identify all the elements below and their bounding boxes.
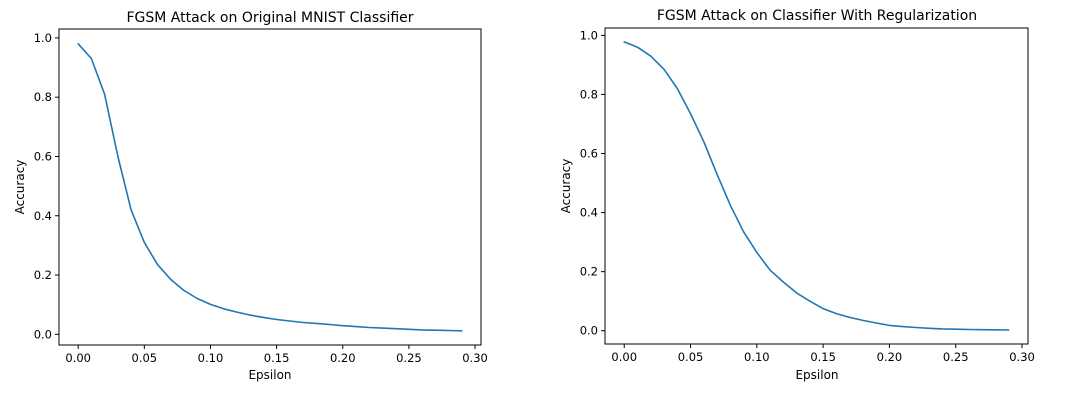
- y-tick-label: 0.4: [580, 206, 598, 220]
- y-tick-label: 0.2: [34, 268, 52, 282]
- x-axis-label: Epsilon: [795, 368, 838, 382]
- x-tick-label: 0.00: [611, 350, 637, 364]
- y-tick-label: 0.8: [580, 87, 598, 101]
- x-tick-label: 0.25: [943, 350, 969, 364]
- y-tick-label: 1.0: [34, 31, 52, 45]
- y-axis-label: Accuracy: [13, 160, 27, 215]
- x-tick-label: 0.05: [132, 351, 158, 365]
- x-axis-label: Epsilon: [248, 368, 291, 382]
- accuracy-line: [77, 42, 463, 332]
- x-tick-label: 0.10: [198, 351, 224, 365]
- y-tick-label: 0.0: [580, 324, 598, 338]
- y-tick-label: 0.2: [580, 265, 598, 279]
- accuracy-line: [623, 41, 1010, 331]
- x-tick-label: 0.25: [396, 351, 422, 365]
- x-tick-label: 0.15: [264, 351, 290, 365]
- x-tick-label: 0.20: [877, 350, 903, 364]
- x-axis: 0.00 0.05 0.10 0.15 0.20 0.25 0.30: [65, 345, 488, 365]
- x-tick-label: 0.30: [462, 351, 488, 365]
- x-tick-label: 0.20: [330, 351, 356, 365]
- y-tick-label: 1.0: [580, 28, 598, 42]
- x-tick-label: 0.15: [810, 350, 836, 364]
- x-tick-label: 0.00: [65, 351, 91, 365]
- chart-title: FGSM Attack on Original MNIST Classifier: [126, 10, 413, 26]
- x-axis: 0.00 0.05 0.10 0.15 0.20 0.25 0.30: [611, 344, 1035, 364]
- y-axis: 0.0 0.2 0.4 0.6 0.8 1.0: [580, 28, 605, 338]
- chart-title: FGSM Attack on Classifier With Regulariz…: [657, 8, 977, 24]
- y-axis: 0.0 0.2 0.4 0.6 0.8 1.0: [34, 31, 59, 341]
- series-group: [77, 42, 463, 332]
- y-tick-label: 0.0: [34, 327, 52, 341]
- plot-area-frame: [604, 27, 1029, 345]
- plot-area-frame: [58, 28, 482, 346]
- x-tick-label: 0.05: [678, 350, 704, 364]
- chart-original-classifier: FGSM Attack on Original MNIST Classifier…: [13, 10, 488, 382]
- y-tick-label: 0.4: [34, 209, 52, 223]
- chart-regularized-classifier: FGSM Attack on Classifier With Regulariz…: [559, 8, 1035, 382]
- y-tick-label: 0.8: [34, 90, 52, 104]
- series-group: [623, 41, 1010, 331]
- y-tick-label: 0.6: [34, 149, 52, 163]
- y-tick-label: 0.6: [580, 147, 598, 161]
- x-tick-label: 0.10: [744, 350, 770, 364]
- x-tick-label: 0.30: [1009, 350, 1035, 364]
- y-axis-label: Accuracy: [559, 159, 573, 214]
